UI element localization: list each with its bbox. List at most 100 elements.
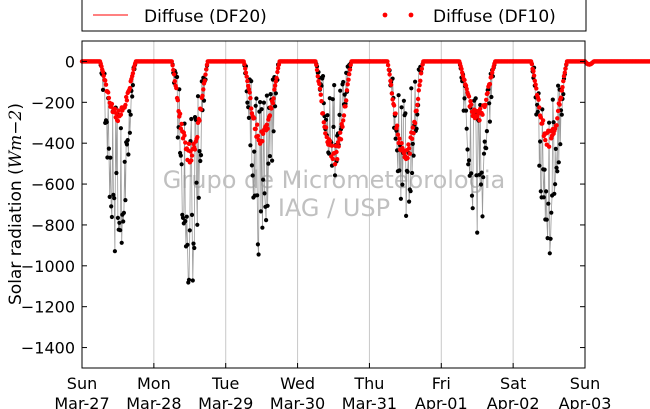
df20-point <box>258 100 263 105</box>
df20-point <box>546 201 551 206</box>
df10-point <box>332 162 338 167</box>
df20-point <box>487 119 492 124</box>
df10-point <box>329 143 335 148</box>
df10-point <box>554 123 559 128</box>
df10-point <box>560 85 565 90</box>
df20-point <box>124 142 129 147</box>
x-tick-day: Wed <box>280 374 315 393</box>
df20-point <box>396 93 401 98</box>
df10-point <box>335 140 341 145</box>
df10-point <box>186 141 192 146</box>
df20-point <box>473 96 478 101</box>
df20-point <box>118 126 123 131</box>
df10-point <box>417 83 422 88</box>
df10-point <box>201 87 206 92</box>
df20-point <box>466 158 472 163</box>
df20-point <box>249 163 254 168</box>
df10-point <box>244 74 249 79</box>
x-tick-day: Sun <box>67 374 97 393</box>
df10-point <box>410 125 415 130</box>
df10-point <box>242 61 247 67</box>
df10-point <box>418 78 423 84</box>
df20-point <box>252 149 257 154</box>
df10-point <box>338 137 344 142</box>
df20-point <box>121 210 126 215</box>
df20-point <box>178 153 183 158</box>
x-axis: SunMar-27MonMar-28TueMar-29WedMar-30ThuM… <box>54 363 611 409</box>
df10-point <box>343 104 348 109</box>
df20-point <box>127 109 132 114</box>
df10-point <box>130 71 136 76</box>
df10-point <box>255 122 260 127</box>
df20-point <box>194 180 199 185</box>
df10-point <box>562 70 567 75</box>
df20-point <box>122 159 127 164</box>
df10-point <box>388 82 394 88</box>
df20-point <box>393 136 398 141</box>
x-tick-date: Apr-03 <box>559 394 612 409</box>
df10-point <box>462 77 467 83</box>
df20-point <box>487 101 492 106</box>
df20-point <box>332 173 338 178</box>
df10-point <box>203 72 208 77</box>
df20-point <box>404 213 409 218</box>
df10-point <box>264 122 270 127</box>
df10-point <box>533 82 538 87</box>
df20-point <box>258 209 263 214</box>
df20-point <box>463 108 469 113</box>
df10-point <box>253 126 258 132</box>
df10-point <box>272 87 277 92</box>
df10-point <box>483 102 488 108</box>
df10-point <box>464 86 469 92</box>
df20-point <box>484 129 489 134</box>
df20-point <box>552 191 557 196</box>
df20-point <box>117 220 122 225</box>
df20-point <box>537 163 542 168</box>
df10-point <box>195 134 200 140</box>
df20-point <box>185 242 190 247</box>
df20-point <box>415 112 420 117</box>
df20-point <box>342 92 347 97</box>
df20-point <box>271 129 276 134</box>
df10-point <box>189 158 194 163</box>
df20-point <box>265 203 270 208</box>
df20-point <box>403 111 408 116</box>
df10-point <box>243 70 249 75</box>
df10-point <box>406 146 412 151</box>
df20-point <box>179 162 184 167</box>
x-tick-day: Mon <box>137 374 171 393</box>
df10-point <box>243 66 248 71</box>
df20-point <box>556 160 561 165</box>
df10-point <box>563 66 568 71</box>
df20-point <box>561 92 566 97</box>
df10-point <box>391 103 397 108</box>
df10-point <box>109 101 115 107</box>
df10-point <box>405 155 410 161</box>
df20-point <box>469 171 474 176</box>
df10-point <box>189 153 195 158</box>
df20-point <box>198 158 203 164</box>
df10-point <box>118 112 124 117</box>
df10-point <box>255 133 261 139</box>
df10-point <box>177 111 183 117</box>
plot-frame <box>81 40 586 369</box>
df10-point <box>416 88 421 93</box>
df10-point <box>341 118 346 123</box>
df10-point <box>252 115 257 121</box>
x-tick-date: Mar-28 <box>126 394 181 409</box>
df20-point <box>408 189 413 194</box>
df20-point <box>111 192 116 197</box>
df10-point <box>202 78 207 83</box>
df10-point <box>169 59 174 64</box>
df20-point <box>107 194 112 199</box>
df10-point <box>561 74 567 79</box>
df20-point <box>100 87 106 92</box>
df10-point <box>275 66 281 71</box>
df10-point <box>537 105 542 110</box>
df20-point <box>482 139 487 144</box>
df10-point <box>468 99 473 104</box>
df10-point <box>269 106 274 111</box>
df20-point <box>466 162 471 167</box>
df10-point <box>532 78 537 84</box>
